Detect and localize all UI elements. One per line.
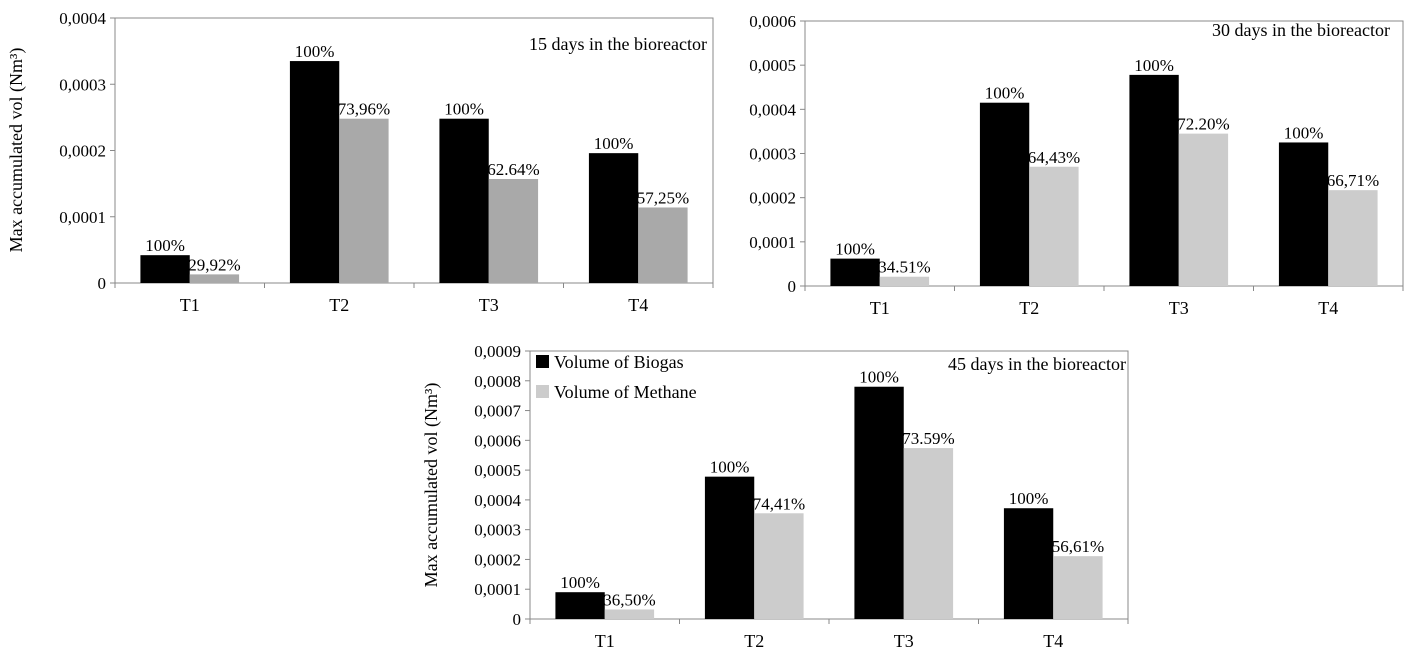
y-tick-label: 0,0007 (474, 402, 521, 421)
bar-biogas (1003, 508, 1054, 619)
charts-layer: 00,00010,00020,00030,0004T1100%29,92%T21… (59, 9, 1404, 651)
bar-biogas (979, 102, 1030, 286)
chart-panel-3: 0 0,0001 0,0002 0,0003 0,0004 0,0005 0,0006 0,0… (474, 342, 1129, 651)
bar-methane (339, 118, 389, 283)
x-category-label: T3 (479, 295, 499, 315)
data-label-biogas: 100% (1134, 56, 1174, 75)
x-category-label: T4 (1318, 298, 1338, 318)
data-label-methane: 34.51% (878, 258, 930, 277)
bar-biogas (439, 118, 489, 283)
data-label-biogas: 100% (710, 458, 750, 477)
legend-swatch-biogas (536, 355, 549, 368)
x-category-label: T1 (180, 295, 200, 315)
data-label-biogas: 100% (145, 236, 185, 255)
bar-methane (488, 178, 539, 283)
bar-biogas (289, 61, 340, 283)
y-tick-label: 0,0009 (474, 342, 521, 361)
x-category-label: T1 (595, 631, 615, 651)
x-category-label: T1 (870, 298, 890, 318)
data-label-methane: 73,96% (338, 100, 390, 119)
bar-biogas (1129, 74, 1179, 286)
legend-label-biogas: Volume of Biogas (554, 352, 684, 372)
chart-annotation: 45 days in the bioreactor (948, 354, 1126, 374)
bar-methane (879, 276, 930, 286)
bar-biogas (704, 476, 755, 619)
y-tick-label: 0,0005 (474, 461, 521, 480)
y-tick-label: 0,0001 (59, 208, 106, 227)
bar-methane (1178, 133, 1229, 286)
legend: Volume of Biogas Volume of Methane (536, 352, 697, 402)
bar-methane (638, 207, 688, 283)
data-label-biogas: 100% (1009, 489, 1049, 508)
chart-panel-2: 0 0,0001 0,0002 0,0003 0,0004 0,0005 0,0006 T1 1… (749, 12, 1404, 318)
bar-biogas (830, 258, 880, 286)
chart-annotation: 15 days in the bioreactor (529, 34, 707, 54)
y-tick-label: 0,0002 (474, 550, 521, 569)
y-tick-label: 0,0005 (749, 56, 796, 75)
data-label-methane: 56,61% (1052, 537, 1104, 556)
bar-biogas (1278, 142, 1329, 286)
chart-panel-1: 00,00010,00020,00030,0004T1100%29,92%T21… (59, 9, 714, 315)
bar-methane (1328, 190, 1378, 286)
y-tick-label: 0,0004 (474, 491, 521, 510)
bar-biogas (854, 386, 904, 619)
x-category-label: T2 (744, 631, 764, 651)
data-label-methane: 36,50% (603, 590, 655, 609)
data-label-biogas: 100% (859, 368, 899, 387)
bar-methane (1053, 556, 1103, 619)
bar-methane (1029, 166, 1079, 286)
data-label-methane: 66,71% (1327, 171, 1379, 190)
data-label-methane: 73.59% (902, 429, 954, 448)
data-label-biogas: 100% (594, 134, 634, 153)
y-tick-label: 0,0003 (474, 521, 521, 540)
y-axis-title-bottom: Max accumulated vol (Nm³) (421, 383, 442, 588)
y-tick-label: 0 (98, 274, 107, 293)
y-tick-label: 0,0002 (749, 189, 796, 208)
bar-methane (754, 513, 804, 619)
x-category-label: T3 (1169, 298, 1189, 318)
bar-biogas (140, 255, 190, 283)
data-label-methane: 72.20% (1177, 115, 1229, 134)
y-tick-label: 0,0004 (749, 100, 796, 119)
data-label-methane: 62.64% (487, 160, 539, 179)
data-label-biogas: 100% (560, 573, 600, 592)
y-tick-label: 0,0008 (474, 372, 521, 391)
x-category-label: T2 (1019, 298, 1039, 318)
data-label-biogas: 100% (1284, 123, 1324, 142)
y-tick-label: 0,0003 (59, 75, 106, 94)
data-label-methane: 74,41% (753, 494, 805, 513)
y-tick-label: 0,0003 (749, 145, 796, 164)
y-tick-label: 0,0001 (749, 233, 796, 252)
x-category-label: T4 (1043, 631, 1063, 651)
y-tick-label: 0 (513, 610, 522, 629)
bar-biogas (555, 592, 605, 619)
data-label-methane: 64,43% (1028, 148, 1080, 167)
bar-biogas (588, 153, 639, 283)
y-tick-label: 0 (788, 277, 797, 296)
x-category-label: T2 (329, 295, 349, 315)
data-label-methane: 57,25% (637, 188, 689, 207)
data-label-biogas: 100% (444, 100, 484, 119)
bar-methane (903, 448, 954, 619)
data-label-biogas: 100% (835, 240, 875, 259)
bar-methane (604, 609, 655, 619)
chart-annotation: 30 days in the bioreactor (1212, 20, 1390, 40)
legend-label-methane: Volume of Methane (554, 382, 697, 402)
y-axis-title-left: Max accumulated vol (Nm³) (6, 48, 27, 253)
bar-methane (189, 274, 240, 283)
x-category-label: T4 (628, 295, 648, 315)
data-label-biogas: 100% (985, 84, 1025, 103)
x-category-label: T3 (894, 631, 914, 651)
y-tick-label: 0,0004 (59, 9, 106, 28)
y-tick-label: 0,0001 (474, 580, 521, 599)
legend-swatch-methane (536, 385, 549, 398)
data-label-biogas: 100% (295, 42, 335, 61)
y-tick-label: 0,0006 (749, 12, 796, 31)
y-tick-label: 0,0002 (59, 142, 106, 161)
data-label-methane: 29,92% (188, 255, 240, 274)
y-tick-label: 0,0006 (474, 431, 521, 450)
